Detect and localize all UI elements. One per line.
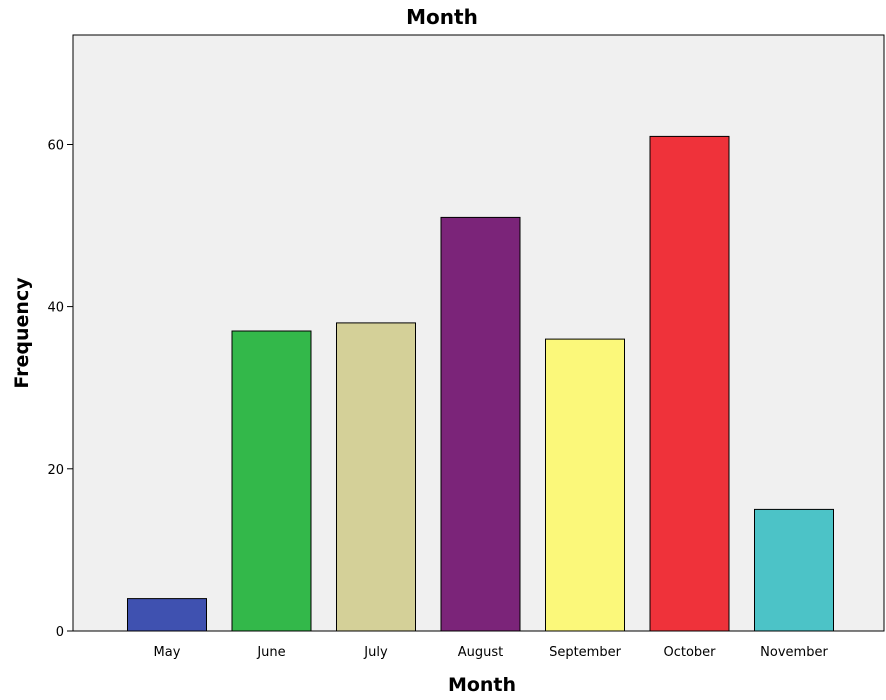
x-tick-label-july: July	[363, 645, 388, 660]
bar-august	[440, 216, 521, 632]
y-tick-label-0: 0	[56, 625, 64, 640]
bar-may	[127, 598, 207, 632]
y-axis-title: Frequency	[11, 277, 33, 389]
bar-june	[231, 330, 312, 632]
x-axis: May June July August September October Novembe…	[154, 645, 829, 660]
x-axis-title: Month	[448, 674, 516, 696]
x-tick-label-september: September	[549, 645, 622, 660]
y-tick-label-20: 20	[47, 463, 64, 478]
y-tick-label-40: 40	[47, 301, 64, 316]
y-axis: 0 20 40 60	[47, 139, 73, 640]
bar-july	[336, 322, 416, 632]
x-tick-label-june: June	[256, 645, 285, 660]
bar-november	[754, 508, 834, 632]
x-tick-label-august: August	[458, 645, 504, 660]
x-tick-label-november: November	[760, 645, 828, 660]
x-tick-label-october: October	[663, 645, 716, 660]
chart-title: Month	[406, 5, 478, 29]
x-tick-label-may: May	[154, 645, 181, 660]
bar-september	[545, 338, 625, 632]
y-tick-label-60: 60	[47, 139, 64, 154]
bars	[127, 135, 834, 632]
bar-october	[649, 135, 730, 632]
